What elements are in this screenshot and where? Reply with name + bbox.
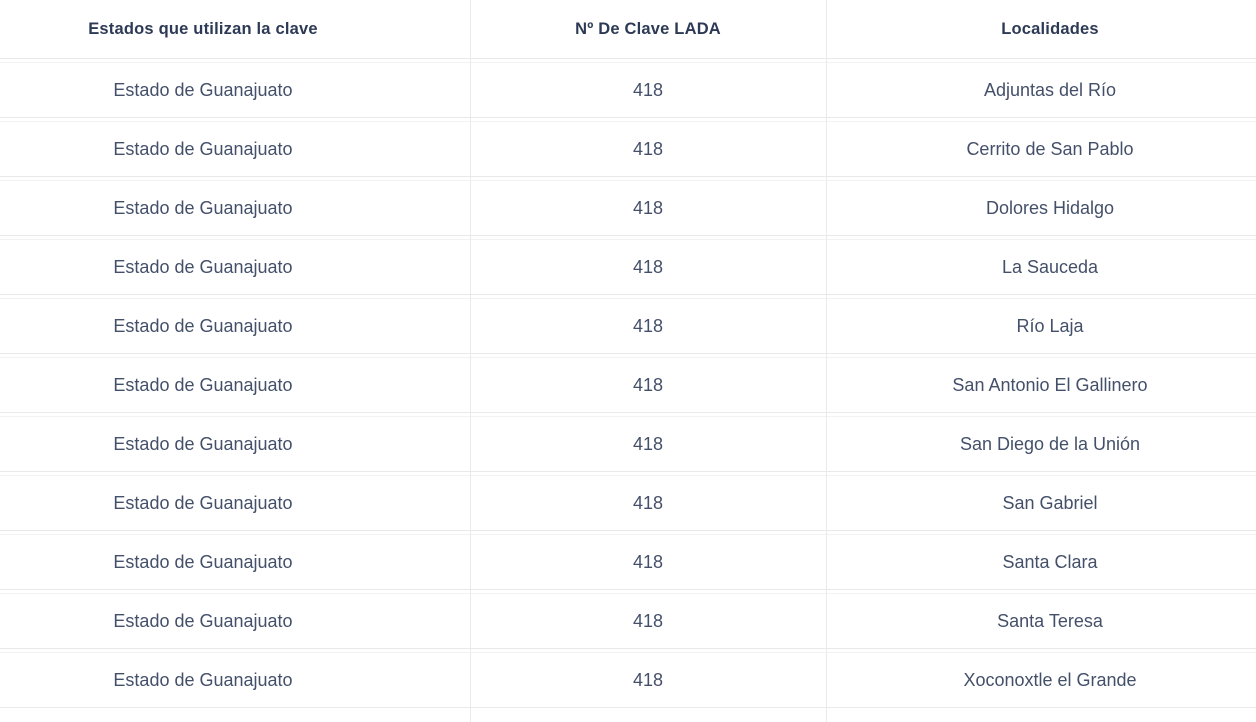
- localidad-cell: La Sauceda: [1001, 256, 1099, 277]
- table-header-row: Estados que utilizan la clave Nº De Clav…: [0, 0, 1256, 59]
- estado-cell: Estado de Guanajuato: [113, 138, 293, 159]
- table-row: Estado de Guanajuato 418 Santa Clara: [0, 534, 1256, 590]
- localidad-cell: Xoconoxtle el Grande: [963, 669, 1137, 690]
- table-row: Estado de Guanajuato 418 Xoconoxtle el G…: [0, 652, 1256, 708]
- lada-cell: 418: [632, 138, 664, 159]
- estado-cell: Estado de Guanajuato: [113, 610, 293, 631]
- lada-cell: 418: [632, 256, 664, 277]
- column-header-estados: Estados que utilizan la clave: [88, 19, 318, 38]
- lada-cell: 418: [632, 492, 664, 513]
- localidad-cell: San Gabriel: [1002, 492, 1098, 513]
- localidad-cell: Río Laja: [1016, 315, 1084, 336]
- localidad-cell: Santa Clara: [1002, 551, 1098, 572]
- table-row: Estado de Guanajuato 418 San Diego de la…: [0, 416, 1256, 472]
- estado-cell: Estado de Guanajuato: [113, 315, 293, 336]
- localidad-cell: Adjuntas del Río: [983, 79, 1117, 100]
- estado-cell: Estado de Guanajuato: [113, 433, 293, 454]
- lada-cell: 418: [632, 610, 664, 631]
- estado-cell: Estado de Guanajuato: [113, 197, 293, 218]
- localidad-cell: San Antonio El Gallinero: [952, 374, 1148, 395]
- lada-cell: 418: [632, 551, 664, 572]
- lada-cell: 418: [632, 315, 664, 336]
- table-row: Estado de Guanajuato 418 Santa Teresa: [0, 593, 1256, 649]
- localidad-cell: San Diego de la Unión: [959, 433, 1141, 454]
- localidad-cell: Dolores Hidalgo: [985, 197, 1115, 218]
- table-row: Estado de Guanajuato 418 Adjuntas del Rí…: [0, 62, 1256, 118]
- column-header-lada: Nº De Clave LADA: [575, 19, 721, 38]
- table-row: Estado de Guanajuato 418 Dolores Hidalgo: [0, 180, 1256, 236]
- lada-cell: 418: [632, 374, 664, 395]
- estado-cell: Estado de Guanajuato: [113, 79, 293, 100]
- localidad-cell: Cerrito de San Pablo: [966, 138, 1134, 159]
- column-header-localidades: Localidades: [1001, 19, 1099, 38]
- localidad-cell: Santa Teresa: [997, 610, 1103, 631]
- lada-cell: 418: [632, 79, 664, 100]
- column-divider: [470, 0, 471, 722]
- estado-cell: Estado de Guanajuato: [113, 551, 293, 572]
- estado-cell: Estado de Guanajuato: [113, 492, 293, 513]
- table-row: Estado de Guanajuato 418 San Gabriel: [0, 475, 1256, 531]
- estado-cell: Estado de Guanajuato: [113, 374, 293, 395]
- estado-cell: Estado de Guanajuato: [113, 669, 293, 690]
- estado-cell: Estado de Guanajuato: [113, 256, 293, 277]
- table-row: Estado de Guanajuato 418 Cerrito de San …: [0, 121, 1256, 177]
- lada-cell: 418: [632, 669, 664, 690]
- lada-cell: 418: [632, 433, 664, 454]
- column-divider: [826, 0, 827, 722]
- lada-cell: 418: [632, 197, 664, 218]
- table-row: Estado de Guanajuato 418 Río Laja: [0, 298, 1256, 354]
- table-row: Estado de Guanajuato 418 La Sauceda: [0, 239, 1256, 295]
- table-row: Estado de Guanajuato 418 San Antonio El …: [0, 357, 1256, 413]
